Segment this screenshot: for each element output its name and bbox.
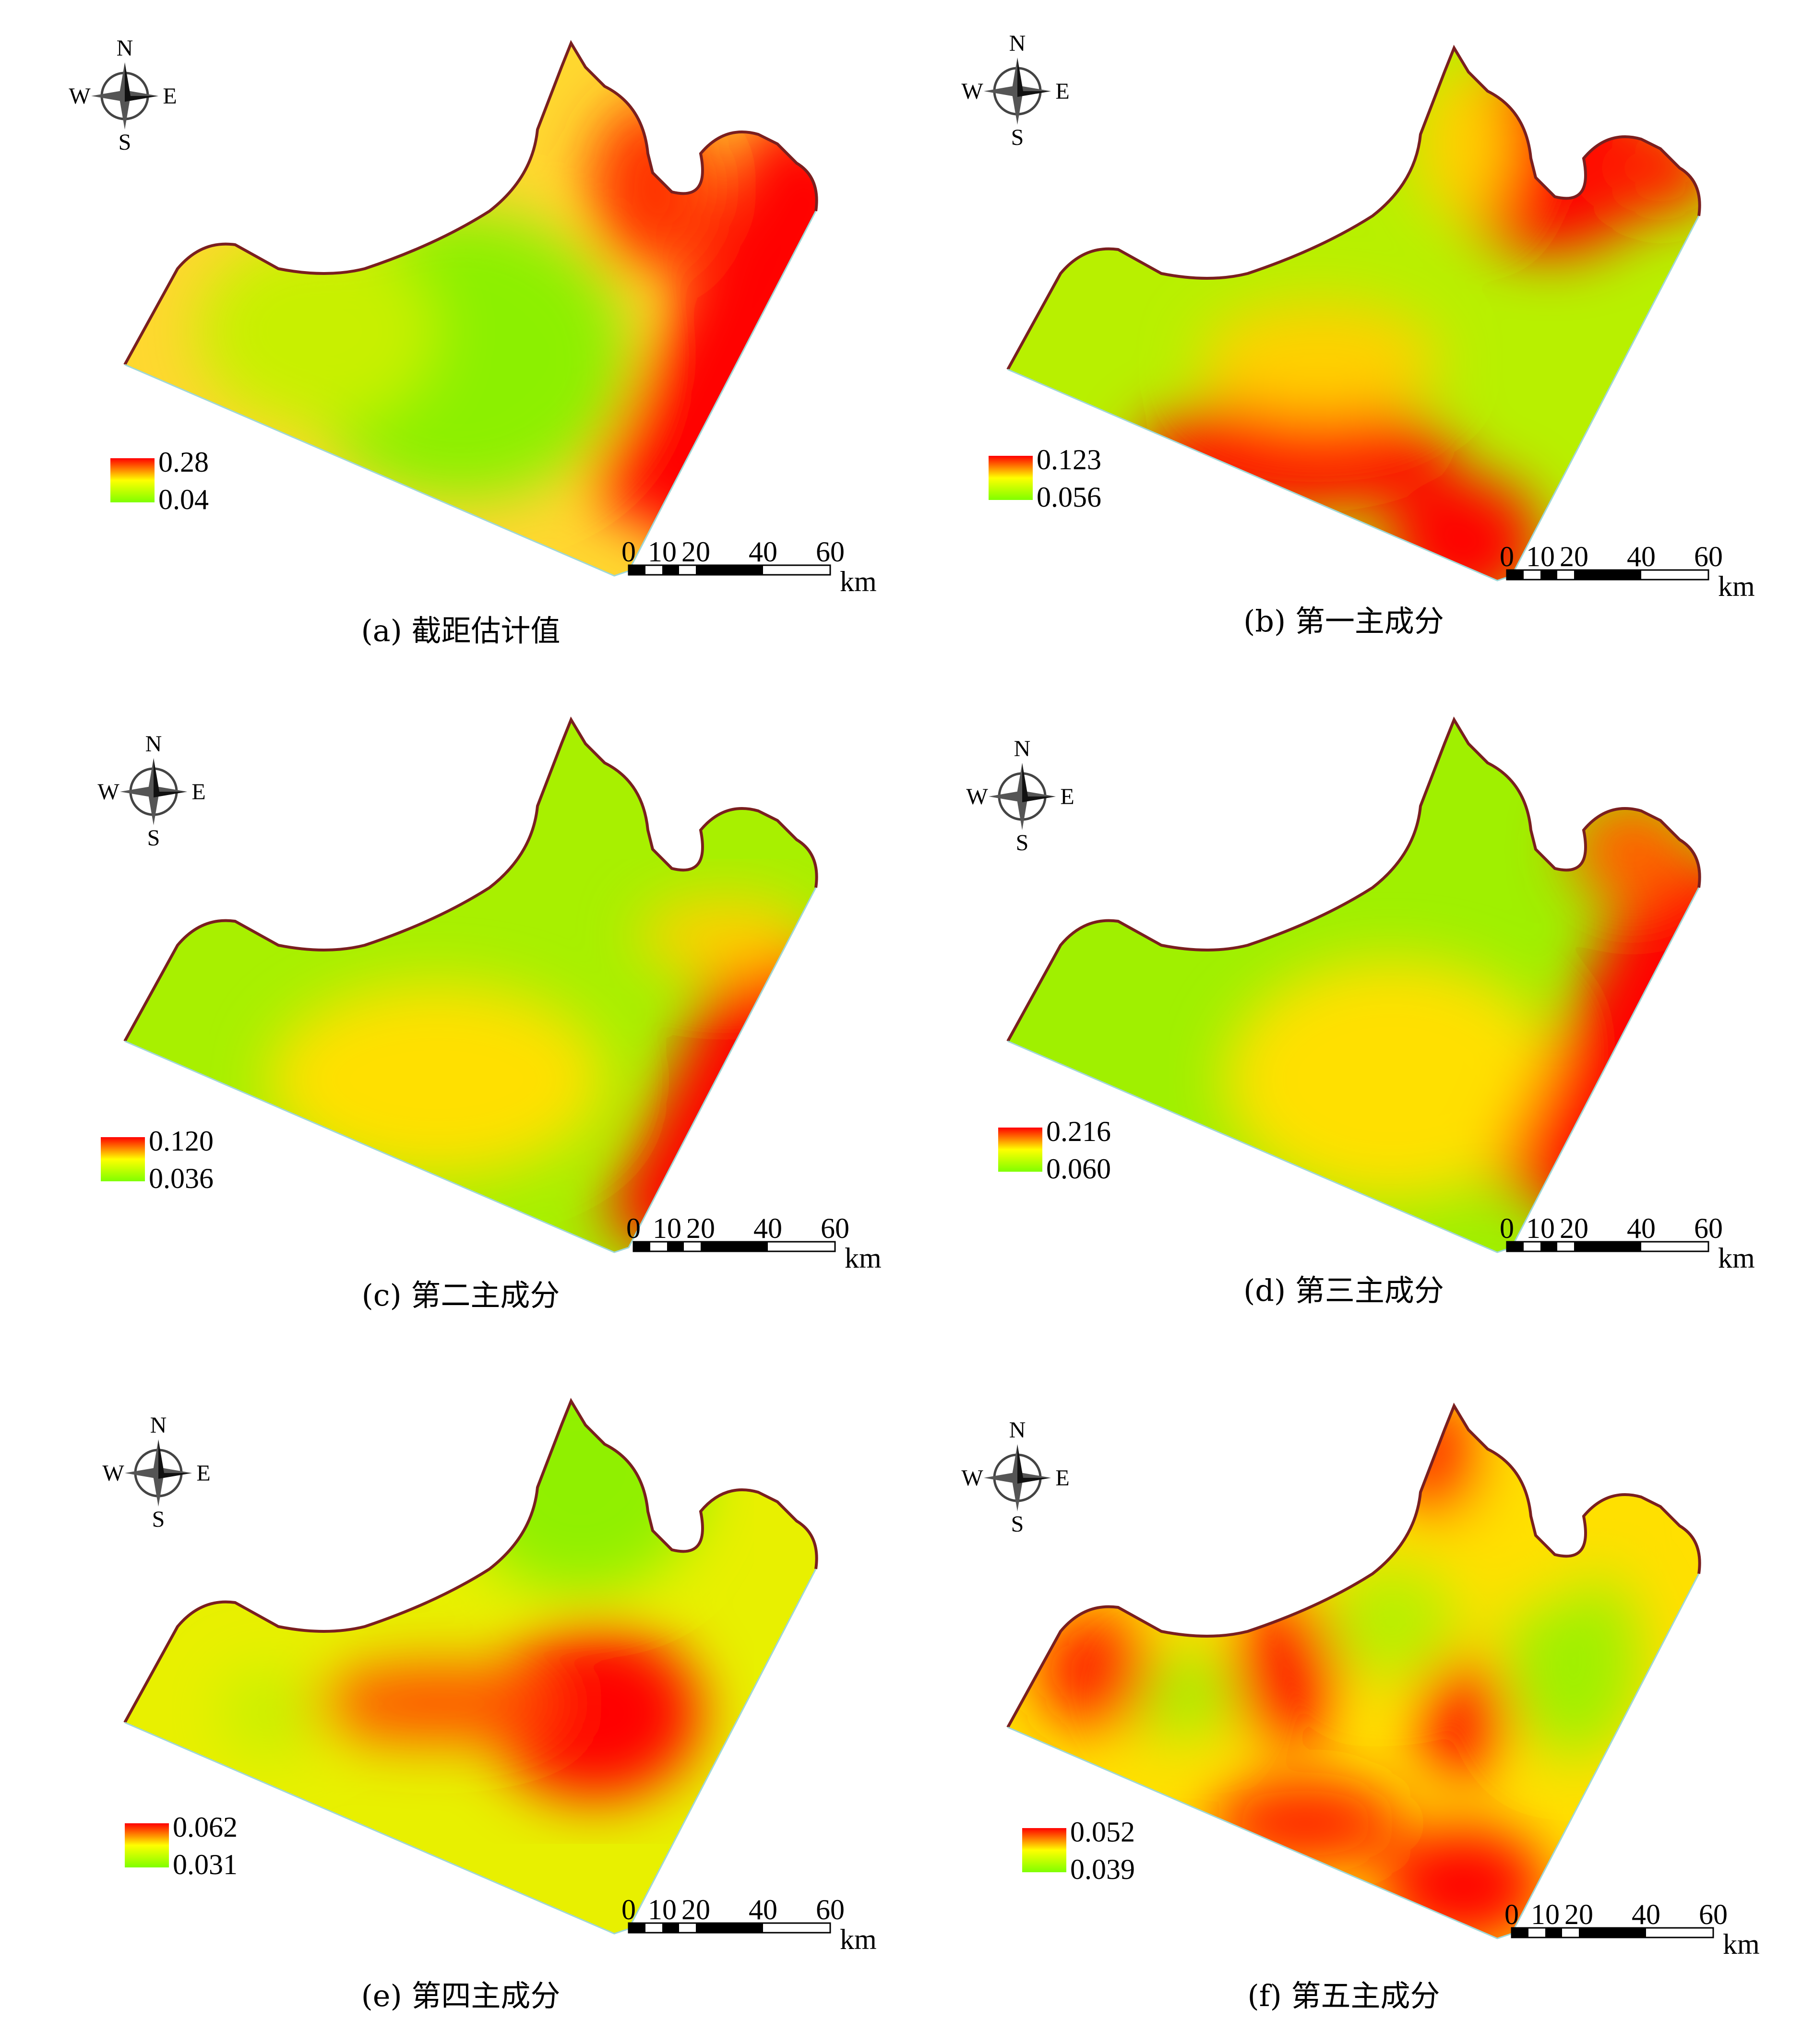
legend-color-ramp [989,456,1033,500]
scale-tick-60: 60 [816,536,845,568]
map-panel-c: N S E W 0.120 0.036 0 10 20 40 60 km (c)… [29,696,893,1358]
compass-rose-icon: N S E W [960,31,1075,150]
legend: 0.28 0.04 [110,448,293,521]
caption: (a) 截距估计值 [361,613,561,648]
legend-min-label: 0.060 [1046,1153,1111,1185]
legend-min-label: 0.039 [1070,1854,1135,1885]
svg-text:W: W [961,1465,983,1491]
legend-min-label: 0.04 [158,484,209,515]
legend-max-label: 0.28 [158,446,209,478]
svg-text:E: E [196,1461,210,1486]
svg-text:S: S [1011,125,1024,149]
legend-max-label: 0.062 [173,1811,238,1843]
legend: 0.216 0.060 [998,1117,1181,1190]
svg-text:E: E [191,779,205,805]
scale-bar: 0 10 20 40 60 km [621,536,893,600]
map-d [1006,716,1701,1253]
svg-text:E: E [1055,1465,1069,1491]
scale-tick-10: 10 [648,536,677,568]
legend-max-label: 0.052 [1070,1816,1135,1848]
map-e [123,1398,818,1935]
legend-color-ramp [998,1128,1042,1172]
svg-text:S: S [147,825,160,849]
legend-min-label: 0.056 [1037,481,1101,513]
map-f [1006,1402,1701,1939]
svg-text:W: W [102,1461,124,1486]
caption: (e) 第四主成分 [361,1978,561,2013]
map-a [123,40,818,577]
svg-text:S: S [1016,830,1029,854]
compass-rose-icon: N S E W [960,1417,1075,1537]
compass-s: S [119,130,131,154]
legend: 0.123 0.056 [989,445,1171,518]
legend-max-label: 0.123 [1037,444,1101,475]
map-panel-f: N S E W 0.052 0.039 0 10 20 40 60 km (f)… [912,1382,1776,2044]
compass-rose-icon: N S E W [965,736,1080,856]
legend: 0.120 0.036 [101,1127,283,1200]
caption: (d) 第三主成分 [1243,1273,1444,1308]
map-b [1006,45,1701,582]
caption: (f) 第五主成分 [1247,1978,1440,2013]
svg-text:W: W [966,784,988,809]
compass-e: E [163,83,177,109]
scale-tick-40: 40 [749,536,777,568]
scale-bar: 0 10 20 40 60 km [1500,541,1755,602]
scale-tick-20: 20 [681,536,710,568]
legend: 0.062 0.031 [125,1813,307,1886]
svg-text:S: S [152,1507,165,1531]
svg-text:N: N [1014,739,1031,761]
scale-tick-0: 0 [621,536,636,568]
scale-bar: 0 10 20 40 60 km [1504,1899,1760,1960]
svg-text:W: W [97,779,119,805]
scale-unit: km [840,566,877,597]
caption: (b) 第一主成分 [1243,604,1444,639]
compass-rose-icon: N S E W [101,1413,216,1532]
compass-rose-icon: N S E W [96,731,211,851]
legend-color-ramp [125,1823,169,1867]
scale-bar: 0 10 20 40 60 km [626,1212,882,1274]
svg-text:N: N [145,734,162,757]
map-panel-e: N S E W 0.062 0.031 0 10 20 40 60 km (e)… [29,1377,893,2039]
map-panel-a: N S E W 0.28 0.04 0 10 20 40 60 km (a) 截… [29,19,893,681]
scale-bar: 0 10 20 40 60 km [621,1894,877,1955]
legend-color-ramp [1022,1828,1066,1872]
map-panel-d: N S E W 0.216 0.060 0 10 20 40 60 km (d)… [912,696,1776,1358]
compass-rose-icon: N S E W [67,36,182,155]
compass-n: N [117,38,133,61]
svg-text:N: N [1009,1420,1026,1443]
svg-text:W: W [961,79,983,104]
svg-text:E: E [1055,79,1069,104]
legend-color-ramp [101,1137,145,1181]
caption: (c) 第二主成分 [361,1278,560,1313]
legend-min-label: 0.031 [173,1849,238,1880]
compass-w: W [69,83,91,109]
svg-text:N: N [150,1415,167,1438]
map-c [123,716,818,1253]
svg-text:N: N [1009,34,1026,56]
legend-min-label: 0.036 [149,1163,214,1194]
svg-text:E: E [1060,784,1074,809]
legend: 0.052 0.039 [1022,1818,1205,1890]
svg-text:S: S [1011,1511,1024,1535]
map-panel-b: N S E W 0.123 0.056 0 10 20 40 60 km (b)… [912,24,1776,686]
legend-max-label: 0.216 [1046,1116,1111,1147]
legend-max-label: 0.120 [149,1125,214,1157]
scale-bar: 0 10 20 40 60 km [1500,1212,1755,1274]
legend-color-ramp [110,458,155,502]
